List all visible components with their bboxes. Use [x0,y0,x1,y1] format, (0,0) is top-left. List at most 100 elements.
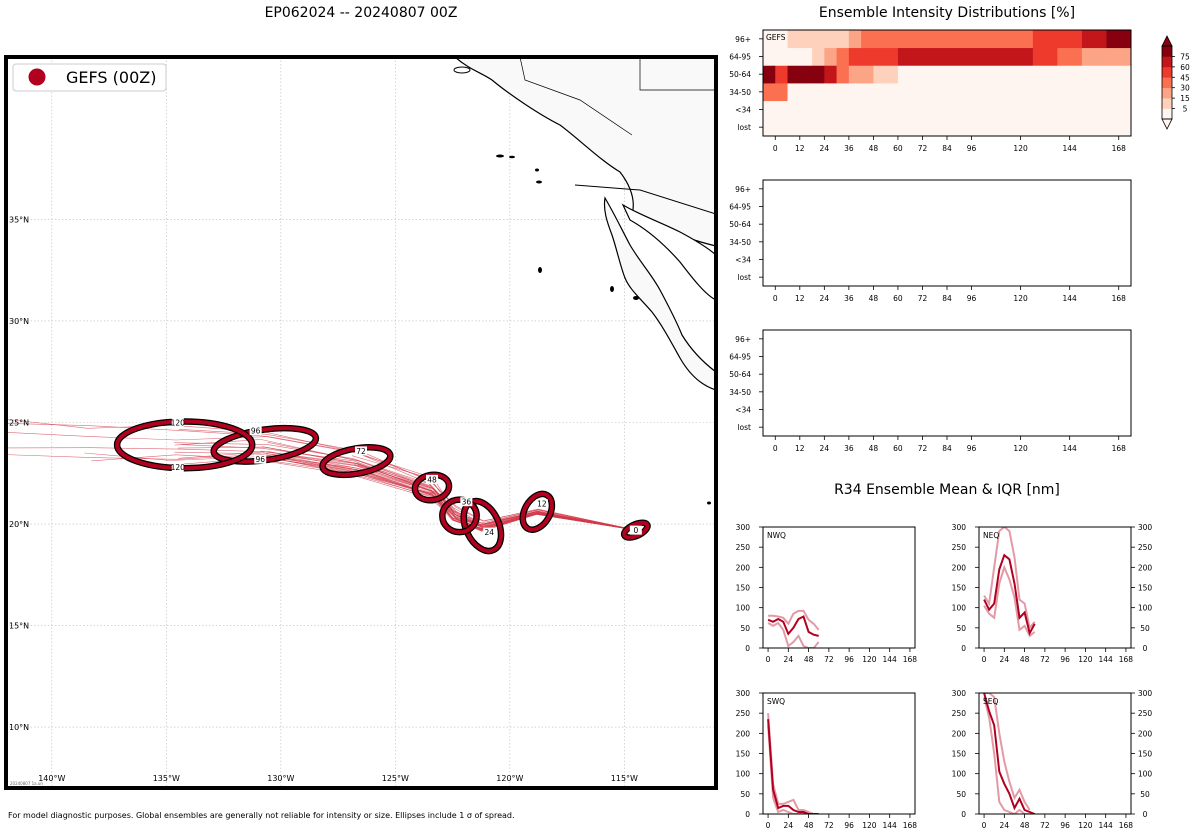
r34-iqr-low [767,725,814,814]
r34-iqr-low [767,621,820,648]
figure-title: EP062024 -- 20240807 00Z [265,5,458,21]
r34-x-tick-label: 72 [824,821,834,830]
intensity-cell [1106,30,1132,49]
intensity-x-tick-label: 24 [820,444,830,453]
r34-x-tick-label: 168 [1119,655,1134,664]
intensity-cell [848,30,862,49]
hour-label: 48 [427,475,437,484]
map-background [6,57,716,788]
intensity-cell [861,47,874,66]
hour-label: 72 [356,447,366,456]
intensity-x-tick-label: 84 [942,294,952,303]
colorbar-segment [1162,66,1172,78]
spread-ellipse [211,426,318,464]
intensity-cell [824,47,837,66]
intensity-row-label: 64-95 [729,353,751,362]
intensity-cell [1032,30,1058,49]
intensity-x-tick-label: 12 [795,294,805,303]
intensity-cell [836,65,850,84]
intensity-cell [1057,83,1083,102]
r34-quadrant-label: SWQ [767,697,785,706]
r34-y-tick-label: 300 [1138,523,1153,532]
r34-quadrant-label: NWQ [767,531,786,540]
r34-y-tick-label: 200 [952,729,967,738]
intensity-cell [775,100,788,119]
lat-tick-label: 25°N [9,419,29,428]
r34-y-tick-label: 300 [952,523,967,532]
r34-y-tick-label: 200 [736,729,751,738]
colorbar-segment [1162,46,1172,57]
ensemble-track [6,447,636,531]
r34-y-tick-label: 50 [1140,624,1150,633]
map-tick-labels: 140°W 135°W 130°W 125°W 120°W 115°W 10°N 15°N 20… [9,215,638,783]
intensity-row-label: 96+ [735,335,751,344]
r34-panel: SEQ 0 24 48 72 96 120 144 168 0 0 50 50 100 100 150 150 2… [952,689,1153,830]
r34-x-tick-label: 120 [862,821,877,830]
intensity-cell [763,118,776,137]
r34-y-tick-label: 100 [1138,770,1153,779]
r34-y-tick-label: 100 [736,604,751,613]
colorbar-tick-label: 75 [1180,52,1190,61]
intensity-cell [861,83,874,102]
intensity-row-label: 96+ [735,185,751,194]
r34-x-tick-label: 96 [1060,821,1070,830]
r34-y-tick-label: 200 [1138,729,1153,738]
intensity-cell [1032,47,1058,66]
intensity-cell [1081,30,1107,49]
intensity-cell [848,47,862,66]
r34-y-tick-label: 300 [952,689,967,698]
r34-x-tick-label: 0 [766,821,771,830]
intensity-cell [824,65,837,84]
intensity-panel-frame [762,329,1132,437]
intensity-row-label: 64-95 [729,203,751,212]
r34-y-tick-label: 150 [952,584,967,593]
colorbar-segment [1162,77,1172,89]
intensity-row-label: 50-64 [729,370,751,379]
spread-ellipse [622,520,650,540]
intensity-cell [848,83,862,102]
r34-y-tick-label: 300 [1138,689,1153,698]
r34-y-tick-label: 0 [961,644,966,653]
hour-label-bg [171,462,184,472]
intensity-cell [775,47,788,66]
r34-y-tick-label: 100 [1138,604,1153,613]
r34-y-tick-label: 250 [1138,543,1153,552]
intensity-x-tick-label: 36 [844,444,854,453]
r34-iqr-low [983,696,1030,814]
intensity-x-tick-label: 120 [1013,294,1028,303]
intensity-row-label: 50-64 [729,220,751,229]
hour-label-bg [254,454,267,464]
intensity-cell [812,47,825,66]
r34-panel-frame [978,526,1132,649]
intensity-row-label: <34 [735,256,751,265]
intensity-cell [873,65,899,84]
hour-label-bg [629,525,642,535]
colorbar-segment [1162,56,1172,68]
r34-y-tick-label: 200 [952,563,967,572]
hour-label-bg [426,474,438,484]
colorbar-frame [1161,45,1173,120]
r34-x-tick-label: 96 [844,821,854,830]
intensity-row-label: 34-50 [729,388,751,397]
intensity-cell [812,83,825,102]
r34-y-tick-label: 250 [736,709,751,718]
legend-label: GEFS (00Z) [66,68,156,87]
intensity-x-tick-label: 60 [893,144,903,153]
r34-panel-frame [762,692,916,815]
intensity-cell [775,65,788,84]
hour-label-bg [249,426,262,436]
lat-tick-label: 35°N [9,215,29,224]
r34-y-tick-label: 100 [736,770,751,779]
hour-label: 36 [462,498,472,507]
intensity-cell [1081,118,1107,137]
r34-x-tick-label: 168 [903,655,918,664]
intensity-cell [1081,83,1107,102]
r34-x-tick-label: 144 [1099,821,1114,830]
r34-x-tick-label: 168 [1119,821,1134,830]
intensity-x-tick-label: 168 [1112,444,1127,453]
intensity-cell [848,118,862,137]
intensity-x-tick-label: 84 [942,144,952,153]
intensity-cell [836,118,850,137]
hour-label-bg [460,497,473,507]
r34-y-tick-label: 0 [745,644,750,653]
